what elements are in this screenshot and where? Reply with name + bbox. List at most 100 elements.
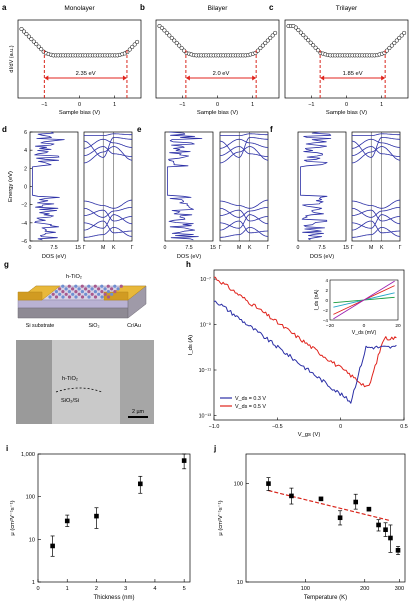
panel-label-i: i [6,444,8,453]
spectrum-title: Bilayer [208,5,229,12]
sem-label-htio2: h-TiO₂ [62,376,78,382]
lattice-atom [71,287,75,291]
spectrum-point [265,38,270,43]
band-tick-label: K [112,245,116,251]
inset-y-tick-label: 4 [325,278,328,283]
band-panel-1: 0 7.5 15 DOS (eV) Γ M K Γ [164,131,270,260]
y-tick-label: 10 [29,537,35,543]
lattice-atom [58,292,62,296]
spectrum-point [308,40,313,45]
dos-tick-label: 0 [164,245,167,251]
y-tick-label: 100 [234,482,243,488]
lattice-atom [64,287,68,291]
spectrum-point [36,44,41,49]
y-tick-label: −4 [21,221,27,227]
sem-flake-edge [55,387,103,393]
conduction-band [83,146,133,164]
lattice-atom [77,292,81,296]
gap-value: 2.0 eV [213,71,230,77]
band-tick-label: Γ [267,245,270,251]
lattice-atom [61,295,65,299]
data-point [395,547,401,553]
spectrum-point [24,31,29,37]
conduction-band [220,146,268,157]
band-tick-label: Γ [399,245,402,251]
y-tick-label: −6 [21,239,27,245]
lattice-atom [54,295,59,299]
spectrum-point [260,43,265,48]
spectrum-point [179,46,184,51]
curve-vds-0.3 [213,300,397,404]
device-panel: h-TiO₂ Si substrate SiO₂ Cr/Au h-TiO₂ SiO₂/Si… [16,274,154,424]
band-tick-label: Γ [83,245,86,251]
x-tick-label: 1 [66,586,69,592]
x-tick-label: 2 [95,586,98,592]
x-axis-label: V_gs (V) [298,432,321,438]
valence-band [219,226,269,238]
band-tick-label: K [380,245,384,251]
lattice-atom [87,295,91,299]
inset-x-tick-label: −20 [326,323,334,329]
sio2-layer-side [17,299,129,309]
panel-label-c: c [269,3,274,12]
band-tick-label: Γ [351,245,354,251]
x-tick-label: 3 [124,586,127,592]
lattice-atom [100,295,104,299]
y-tick-label: −2 [21,203,27,209]
lattice-atom [80,284,84,288]
lattice-atom [67,290,71,294]
spectrum-point [387,46,392,51]
y-axis-label: I_ds (A) [188,335,194,355]
inset-x-label: V_ds (mV) [352,330,377,336]
inset-iv-line [333,280,395,320]
spectrum-point [21,29,27,34]
spectrum-point [296,28,301,33]
dos-trace [299,131,332,241]
x-tick-label: 0 [216,102,219,108]
lattice-atom [106,295,111,299]
spectrum-panel-2: Trilayer −1 0 1 Sample bias (V) 1.85 eV [284,5,409,116]
spectrum-point [397,35,402,41]
spectrum-point [127,47,132,52]
dos-frame [297,131,347,242]
gap-value: 1.85 eV [343,71,363,77]
x-tick-label: −0.5 [272,424,283,430]
device-label-crau: Cr/Au [127,323,141,329]
spectrum-point [268,35,273,41]
dos-tick-label: 0 [29,245,32,251]
x-axis-label: Sample bias (V) [59,110,100,116]
device-label-htio2: h-TiO₂ [66,274,82,280]
x-tick-label: 300 [395,586,404,592]
y-tick-label: 10⁻⁹ [200,323,211,329]
data-point [318,496,324,502]
spectrum-point [273,30,278,36]
lattice-atom [67,284,71,288]
spectrum-point [263,40,268,46]
conduction-band [219,146,269,164]
valence-band [219,209,268,222]
data-point [383,527,388,533]
band-tick-label: Γ [131,245,134,251]
lattice-atom [90,292,94,296]
y-tick-label: 1 [32,580,35,586]
lattice-atom [87,290,91,294]
electrode-left-side [17,291,43,301]
conduction-band [84,133,132,137]
band-tick-label: M [369,245,373,251]
dos-tick-label: 7.5 [318,245,325,251]
valence-band [83,206,132,218]
x-tick-label: 1 [380,102,383,108]
dos-tick-label: 15 [210,245,216,251]
lattice-atom [100,290,104,294]
y-tick-label: 6 [24,130,27,136]
device-label-sio2: SiO₂ [88,323,99,329]
legend-entry-1: V_ds = 0.5 V [235,404,266,410]
spectrum-point [399,33,404,38]
scale-bar-label: 2 µm [132,409,145,415]
data-point [181,458,187,463]
band-tick-label: M [237,245,241,251]
x-tick-label: 4 [153,586,156,592]
arrow-head-right [381,75,386,81]
panel-label-h: h [186,260,191,269]
